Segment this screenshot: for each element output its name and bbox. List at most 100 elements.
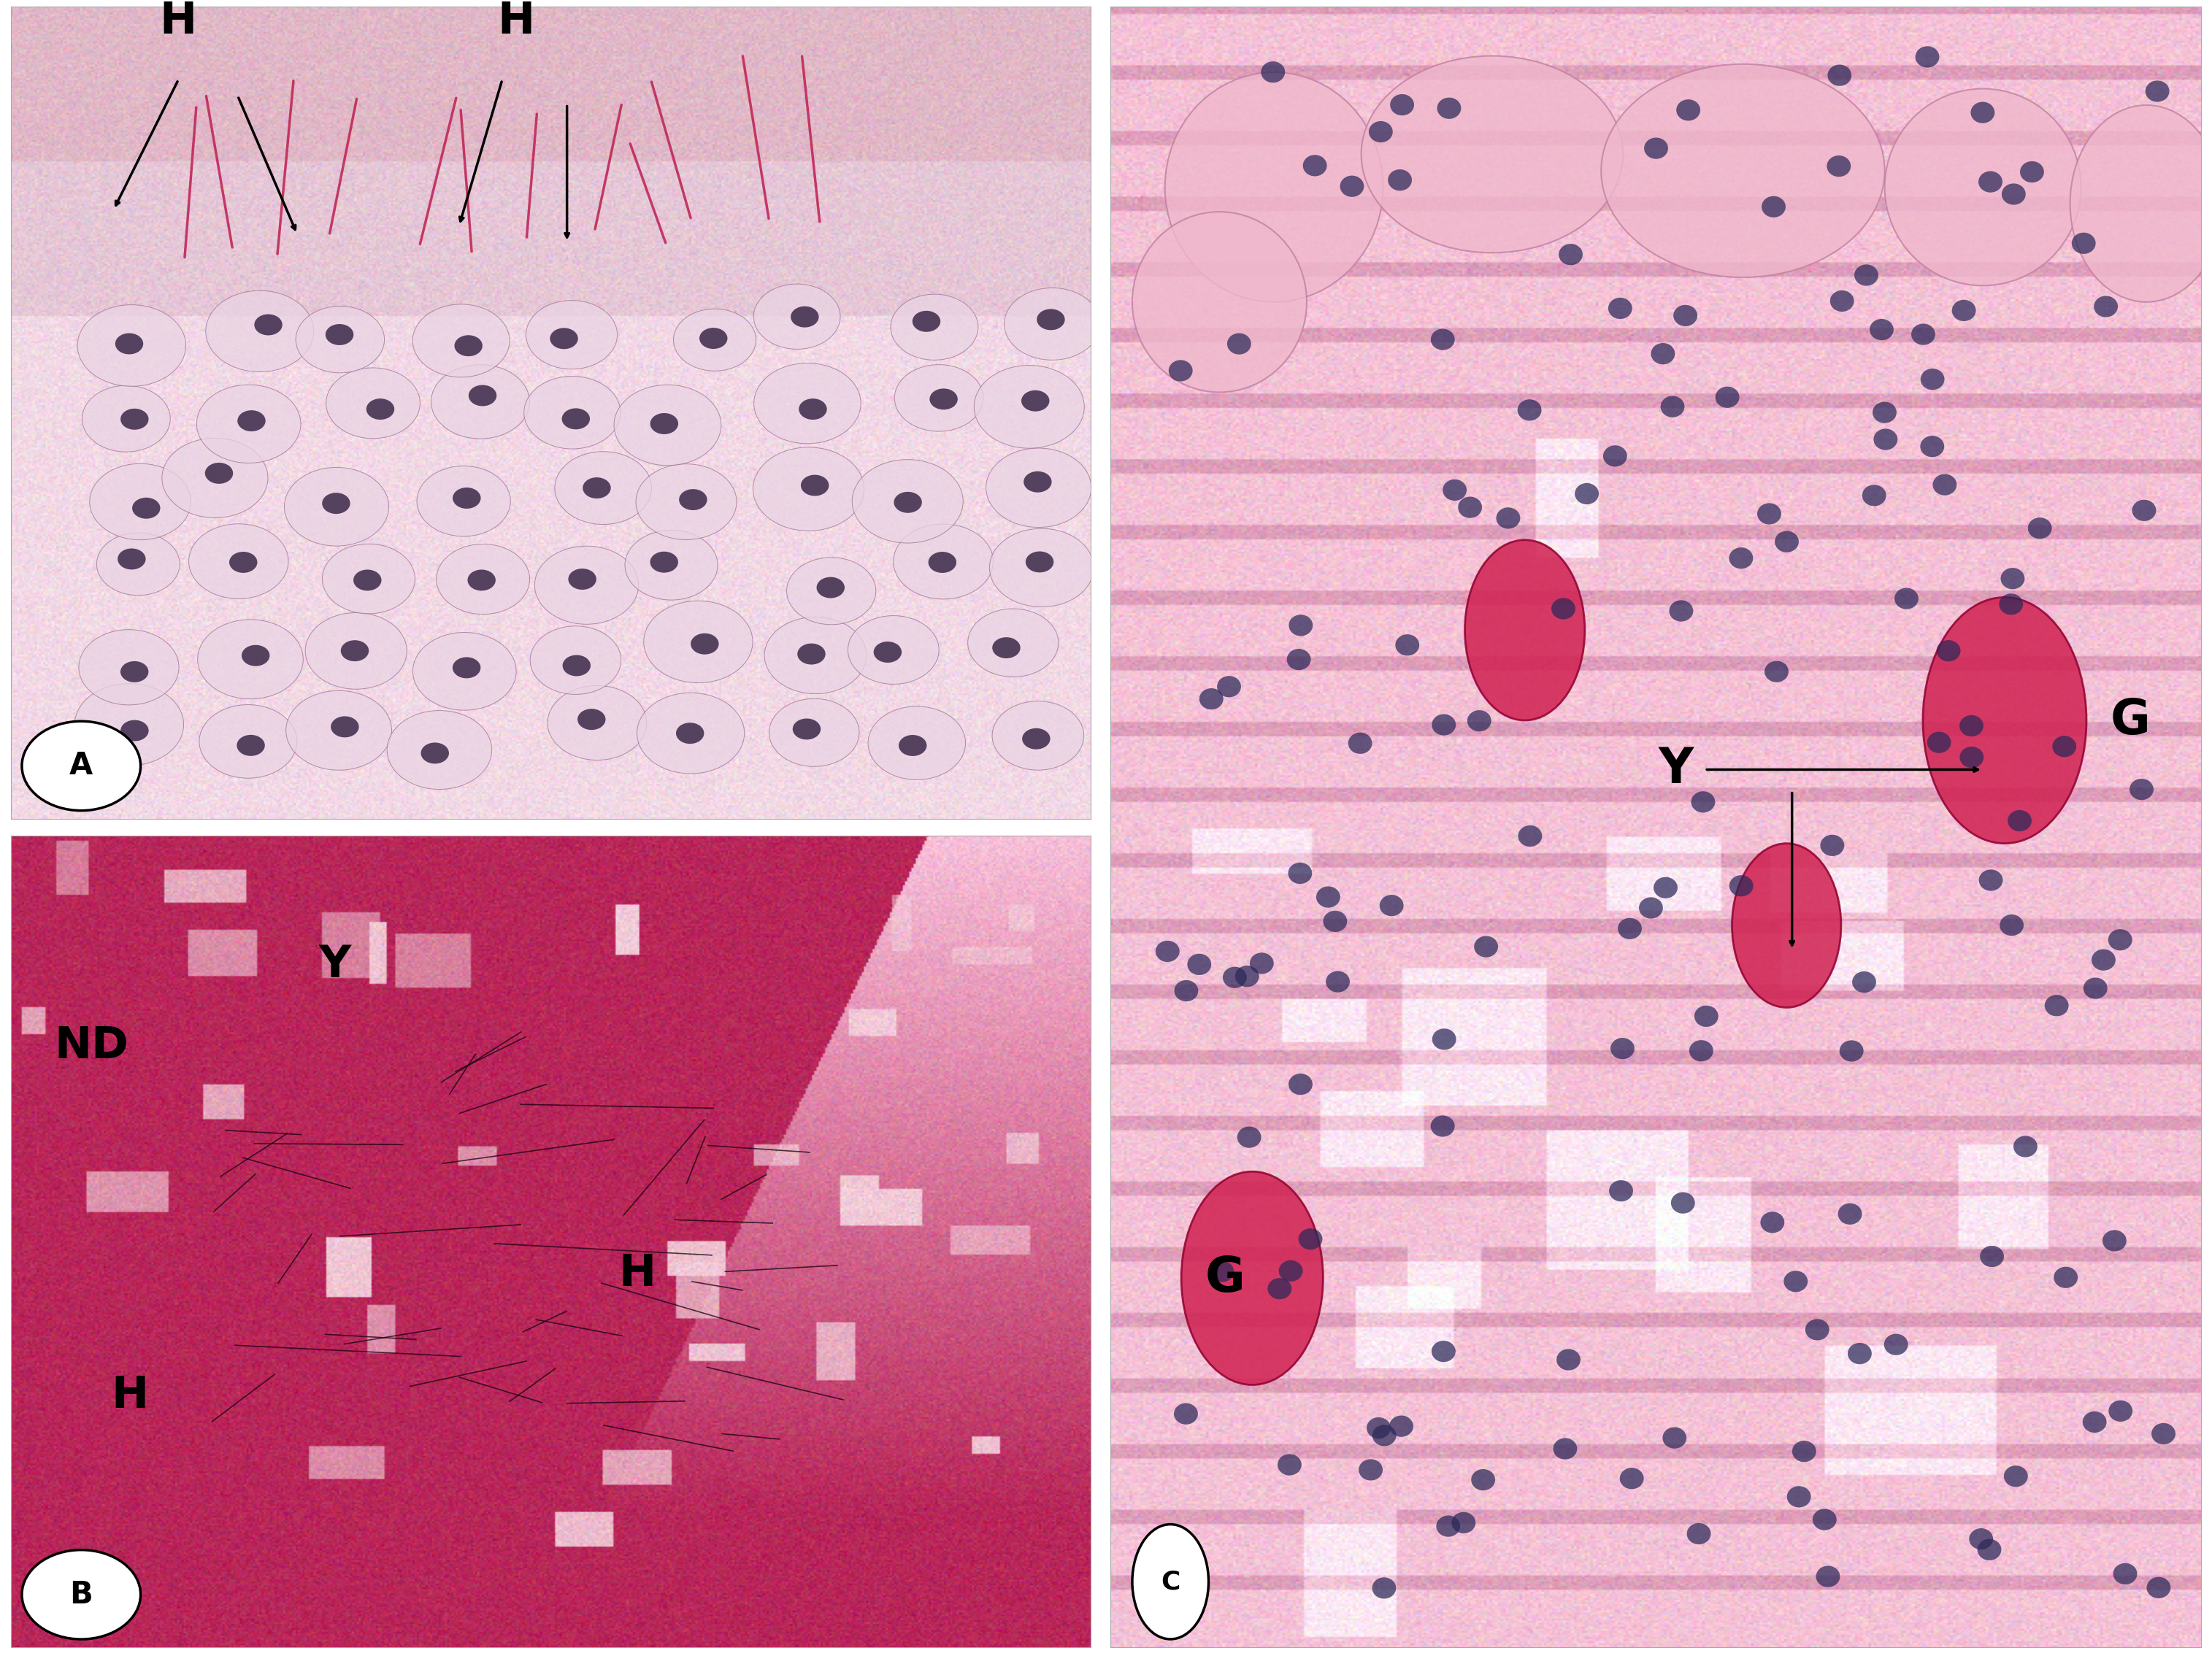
Circle shape bbox=[197, 384, 301, 463]
Ellipse shape bbox=[1805, 1320, 1829, 1340]
Ellipse shape bbox=[1199, 689, 1223, 709]
Ellipse shape bbox=[1694, 1005, 1719, 1027]
Circle shape bbox=[969, 609, 1057, 677]
Ellipse shape bbox=[1610, 1038, 1635, 1060]
Ellipse shape bbox=[1869, 319, 1893, 339]
Circle shape bbox=[387, 711, 491, 789]
Ellipse shape bbox=[2004, 1466, 2028, 1488]
Circle shape bbox=[285, 468, 389, 546]
Ellipse shape bbox=[1217, 676, 1241, 697]
Ellipse shape bbox=[1617, 919, 1641, 938]
Ellipse shape bbox=[1261, 62, 1285, 83]
Ellipse shape bbox=[1369, 121, 1394, 143]
Circle shape bbox=[894, 493, 922, 513]
Circle shape bbox=[77, 305, 186, 386]
Ellipse shape bbox=[2000, 567, 2024, 589]
Ellipse shape bbox=[1303, 155, 1327, 176]
Ellipse shape bbox=[2132, 499, 2157, 521]
Ellipse shape bbox=[1290, 1073, 1312, 1095]
Circle shape bbox=[551, 328, 577, 349]
Circle shape bbox=[237, 411, 265, 431]
Ellipse shape bbox=[1765, 661, 1790, 682]
Ellipse shape bbox=[1133, 211, 1307, 393]
Circle shape bbox=[790, 306, 818, 328]
Ellipse shape bbox=[1840, 1040, 1863, 1062]
Circle shape bbox=[161, 438, 268, 518]
Ellipse shape bbox=[1971, 102, 1995, 123]
Circle shape bbox=[690, 634, 719, 654]
Ellipse shape bbox=[1960, 747, 1984, 767]
Ellipse shape bbox=[1559, 245, 1582, 265]
Circle shape bbox=[1026, 551, 1053, 572]
Circle shape bbox=[453, 657, 480, 679]
Ellipse shape bbox=[1389, 1416, 1413, 1436]
Ellipse shape bbox=[1223, 967, 1248, 988]
Ellipse shape bbox=[1451, 1513, 1475, 1533]
Circle shape bbox=[816, 577, 845, 597]
Circle shape bbox=[206, 463, 232, 484]
Ellipse shape bbox=[1885, 88, 2081, 286]
Ellipse shape bbox=[1287, 862, 1312, 884]
Circle shape bbox=[367, 399, 394, 419]
Ellipse shape bbox=[1827, 155, 1851, 176]
Ellipse shape bbox=[1927, 732, 1951, 754]
Circle shape bbox=[1004, 288, 1099, 359]
Ellipse shape bbox=[1471, 1469, 1495, 1491]
Ellipse shape bbox=[2108, 929, 2132, 950]
Ellipse shape bbox=[1663, 1428, 1686, 1449]
Ellipse shape bbox=[1298, 1228, 1323, 1250]
Text: B: B bbox=[69, 1579, 93, 1609]
Ellipse shape bbox=[2073, 233, 2095, 255]
Circle shape bbox=[929, 388, 958, 409]
Circle shape bbox=[1922, 597, 2086, 844]
Circle shape bbox=[285, 691, 392, 770]
Ellipse shape bbox=[1655, 877, 1677, 899]
Ellipse shape bbox=[1458, 496, 1482, 518]
Circle shape bbox=[80, 629, 179, 706]
Circle shape bbox=[531, 626, 622, 694]
Ellipse shape bbox=[2008, 810, 2031, 832]
Circle shape bbox=[1133, 1524, 1208, 1639]
Ellipse shape bbox=[1761, 196, 1785, 218]
Ellipse shape bbox=[1787, 1486, 1812, 1508]
Ellipse shape bbox=[1608, 298, 1632, 319]
Circle shape bbox=[1732, 844, 1840, 1007]
Ellipse shape bbox=[1650, 343, 1674, 364]
Circle shape bbox=[526, 301, 617, 369]
Ellipse shape bbox=[1851, 972, 1876, 993]
Circle shape bbox=[993, 701, 1084, 770]
Circle shape bbox=[911, 311, 940, 331]
Circle shape bbox=[188, 524, 288, 599]
Circle shape bbox=[431, 364, 529, 439]
Ellipse shape bbox=[1250, 952, 1274, 973]
Ellipse shape bbox=[1670, 601, 1692, 622]
Ellipse shape bbox=[1874, 401, 1896, 423]
Ellipse shape bbox=[2146, 1577, 2170, 1599]
Ellipse shape bbox=[2112, 1562, 2137, 1584]
Ellipse shape bbox=[1644, 138, 1668, 160]
Circle shape bbox=[117, 549, 146, 569]
Circle shape bbox=[119, 409, 148, 429]
Ellipse shape bbox=[1661, 396, 1686, 418]
Circle shape bbox=[555, 451, 653, 524]
Circle shape bbox=[626, 531, 717, 601]
Text: ND: ND bbox=[55, 1025, 128, 1068]
Circle shape bbox=[677, 722, 703, 744]
Ellipse shape bbox=[1978, 1539, 2002, 1561]
Circle shape bbox=[1024, 471, 1051, 493]
Ellipse shape bbox=[2108, 1401, 2132, 1421]
Ellipse shape bbox=[1175, 980, 1199, 1002]
Circle shape bbox=[1022, 391, 1048, 411]
Ellipse shape bbox=[1893, 587, 1918, 609]
Circle shape bbox=[635, 464, 737, 539]
Text: Y: Y bbox=[1659, 745, 1694, 794]
Ellipse shape bbox=[1792, 1441, 1816, 1463]
Circle shape bbox=[254, 314, 283, 336]
Ellipse shape bbox=[1495, 508, 1520, 529]
Text: C: C bbox=[1161, 1569, 1179, 1594]
Circle shape bbox=[1022, 729, 1051, 749]
Ellipse shape bbox=[2053, 735, 2077, 757]
Ellipse shape bbox=[1969, 1528, 1993, 1549]
Ellipse shape bbox=[1431, 1028, 1455, 1050]
Circle shape bbox=[577, 709, 606, 730]
